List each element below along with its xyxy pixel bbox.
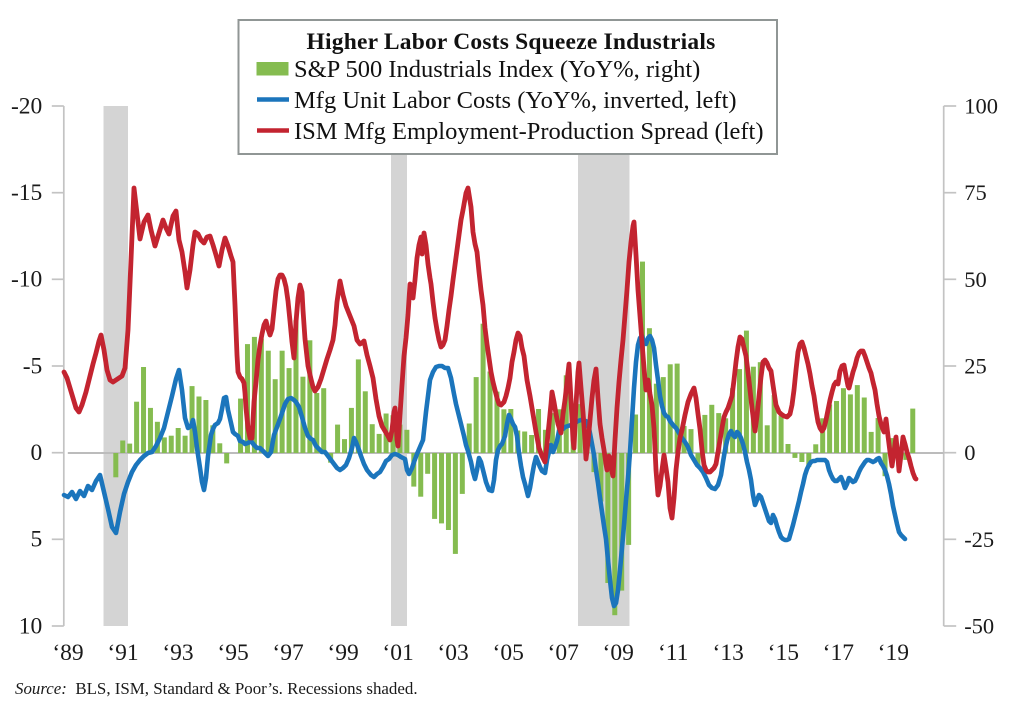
svg-text:-50: -50 bbox=[964, 614, 994, 639]
svg-text:-20: -20 bbox=[11, 93, 42, 119]
svg-text:‘17: ‘17 bbox=[823, 640, 855, 666]
svg-text:-25: -25 bbox=[964, 527, 994, 552]
svg-text:ISM Mfg Employment-Production: ISM Mfg Employment-Production Spread (le… bbox=[294, 118, 764, 145]
svg-text:S&P 500 Industrials Index (YoY: S&P 500 Industrials Index (YoY%, right) bbox=[294, 56, 700, 83]
svg-text:0: 0 bbox=[964, 440, 975, 465]
svg-text:5: 5 bbox=[31, 527, 43, 553]
svg-text:‘97: ‘97 bbox=[272, 640, 304, 666]
svg-text:75: 75 bbox=[964, 180, 987, 205]
svg-text:25: 25 bbox=[964, 354, 987, 379]
svg-text:‘99: ‘99 bbox=[327, 640, 358, 666]
svg-text:0: 0 bbox=[31, 440, 43, 466]
svg-text:50: 50 bbox=[964, 267, 987, 292]
svg-text:‘05: ‘05 bbox=[493, 640, 524, 666]
svg-text:‘11: ‘11 bbox=[658, 640, 688, 666]
svg-text:-10: -10 bbox=[11, 267, 42, 293]
svg-text:10: 10 bbox=[19, 613, 43, 639]
svg-text:‘93: ‘93 bbox=[162, 640, 193, 666]
svg-text:‘13: ‘13 bbox=[713, 640, 744, 666]
svg-text:‘03: ‘03 bbox=[437, 640, 468, 666]
svg-text:‘95: ‘95 bbox=[217, 640, 248, 666]
svg-text:-5: -5 bbox=[23, 353, 43, 379]
svg-text:‘89: ‘89 bbox=[52, 640, 83, 666]
svg-text:‘01: ‘01 bbox=[382, 640, 413, 666]
svg-text:Source: BLS, ISM, Standard &: Source: BLS, ISM, Standard & Poor’s. Rec… bbox=[15, 679, 418, 698]
svg-text:‘09: ‘09 bbox=[603, 640, 634, 666]
svg-text:100: 100 bbox=[964, 94, 998, 119]
svg-text:-15: -15 bbox=[11, 180, 42, 206]
svg-text:‘07: ‘07 bbox=[548, 640, 580, 666]
svg-text:Higher Labor Costs Squeeze Ind: Higher Labor Costs Squeeze Industrials bbox=[307, 29, 716, 55]
svg-text:‘91: ‘91 bbox=[107, 640, 138, 666]
svg-text:‘19: ‘19 bbox=[878, 640, 909, 666]
svg-text:Mfg Unit Labor Costs (YoY%, in: Mfg Unit Labor Costs (YoY%, inverted, le… bbox=[294, 87, 737, 114]
svg-text:‘15: ‘15 bbox=[768, 640, 799, 666]
